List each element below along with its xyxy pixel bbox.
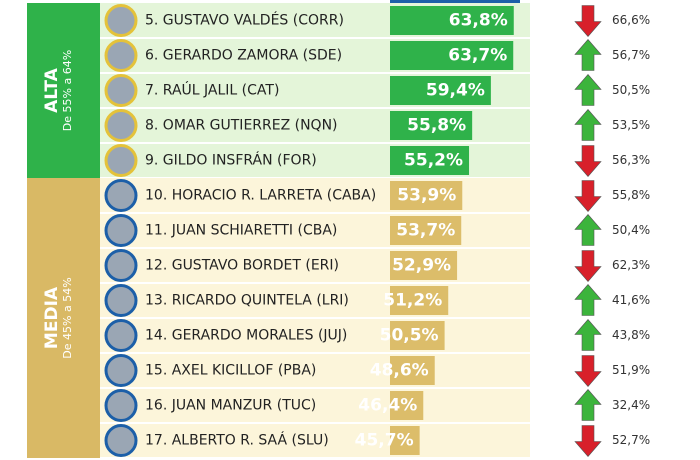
trend-arrow xyxy=(574,5,602,37)
trend-arrow xyxy=(574,319,602,351)
previous-value: 50,5% xyxy=(612,83,650,97)
group-label: MEDIA xyxy=(42,286,62,349)
value-label: 51,2% xyxy=(383,291,442,311)
governor-name: 16. JUAN MANZUR (TUC) xyxy=(145,398,316,414)
bar xyxy=(390,391,424,420)
avatar xyxy=(104,354,138,387)
trend-arrow xyxy=(574,109,602,141)
avatar xyxy=(104,109,138,142)
governor-name: 11. JUAN SCHIARETTI (CBA) xyxy=(145,223,337,239)
governor-name: 17. ALBERTO R. SAÁ (SLU) xyxy=(145,432,329,449)
trend-arrow xyxy=(574,74,602,106)
bar xyxy=(390,76,491,105)
avatar xyxy=(104,424,138,457)
trend-arrow xyxy=(574,145,602,177)
governor-name: 8. OMAR GUTIERREZ (NQN) xyxy=(145,118,338,134)
bar xyxy=(390,216,462,245)
value-label: 63,7% xyxy=(448,46,507,66)
governor-name: 14. GERARDO MORALES (JUJ) xyxy=(145,328,347,344)
trend-arrow xyxy=(574,180,602,212)
value-label: 52,9% xyxy=(392,256,451,276)
governor-name: 10. HORACIO R. LARRETA (CABA) xyxy=(145,188,376,204)
group-range: De 55% a 64% xyxy=(61,50,74,131)
previous-value: 55,8% xyxy=(612,188,650,202)
value-label: 46,4% xyxy=(358,396,417,416)
governor-name: 12. GUSTAVO BORDET (ERI) xyxy=(145,258,339,274)
previous-value: 41,6% xyxy=(612,293,650,307)
value-label: 45,7% xyxy=(355,431,414,451)
avatar xyxy=(104,74,138,107)
previous-value: 56,7% xyxy=(612,48,650,62)
value-label: 53,9% xyxy=(397,186,456,206)
previous-value: 43,8% xyxy=(612,328,650,342)
bar xyxy=(390,356,435,385)
avatar xyxy=(104,4,138,37)
previous-value: 66,6% xyxy=(612,13,650,27)
trend-arrow xyxy=(574,39,602,71)
bar xyxy=(390,41,514,70)
bar xyxy=(390,321,445,350)
avatar xyxy=(104,319,138,352)
governor-name: 13. RICARDO QUINTELA (LRI) xyxy=(145,293,349,309)
bar xyxy=(390,251,458,280)
trend-arrow xyxy=(574,214,602,246)
previous-value: 56,3% xyxy=(612,153,650,167)
trend-arrow xyxy=(574,425,602,457)
previous-value: 51,9% xyxy=(612,363,650,377)
bar xyxy=(390,426,420,455)
previous-value: 32,4% xyxy=(612,398,650,412)
group-label: ALTA xyxy=(42,67,62,112)
avatar xyxy=(104,284,138,317)
bar xyxy=(390,111,473,140)
value-label: 48,6% xyxy=(370,361,429,381)
group-band xyxy=(27,3,100,178)
value-label: 53,7% xyxy=(396,221,455,241)
value-label: 55,8% xyxy=(407,116,466,136)
top-strip xyxy=(390,0,520,4)
previous-value: 62,3% xyxy=(612,258,650,272)
avatar xyxy=(104,214,138,247)
previous-value: 53,5% xyxy=(612,118,650,132)
governor-name: 6. GERARDO ZAMORA (SDE) xyxy=(145,48,342,64)
bar xyxy=(390,146,470,175)
group-range: De 45% a 54% xyxy=(61,277,74,358)
value-label: 63,8% xyxy=(449,11,508,31)
previous-value: 52,7% xyxy=(612,433,650,447)
avatar xyxy=(104,179,138,212)
bar xyxy=(390,6,514,35)
governor-name: 9. GILDO INSFRÁN (FOR) xyxy=(145,152,317,169)
governor-name: 7. RAÚL JALIL (CAT) xyxy=(145,81,279,99)
trend-arrow xyxy=(574,250,602,282)
bar xyxy=(390,286,449,315)
avatar xyxy=(104,389,138,422)
governor-name: 5. GUSTAVO VALDÉS (CORR) xyxy=(145,12,344,29)
bar xyxy=(390,181,463,210)
trend-arrow xyxy=(574,389,602,421)
value-label: 50,5% xyxy=(380,326,439,346)
previous-value: 50,4% xyxy=(612,223,650,237)
value-label: 55,2% xyxy=(404,151,463,171)
avatar xyxy=(104,39,138,72)
avatar xyxy=(104,144,138,177)
trend-arrow xyxy=(574,284,602,316)
value-label: 59,4% xyxy=(426,81,485,101)
trend-arrow xyxy=(574,355,602,387)
avatar xyxy=(104,249,138,282)
group-band xyxy=(27,178,100,458)
governor-name: 15. AXEL KICILLOF (PBA) xyxy=(145,363,316,379)
